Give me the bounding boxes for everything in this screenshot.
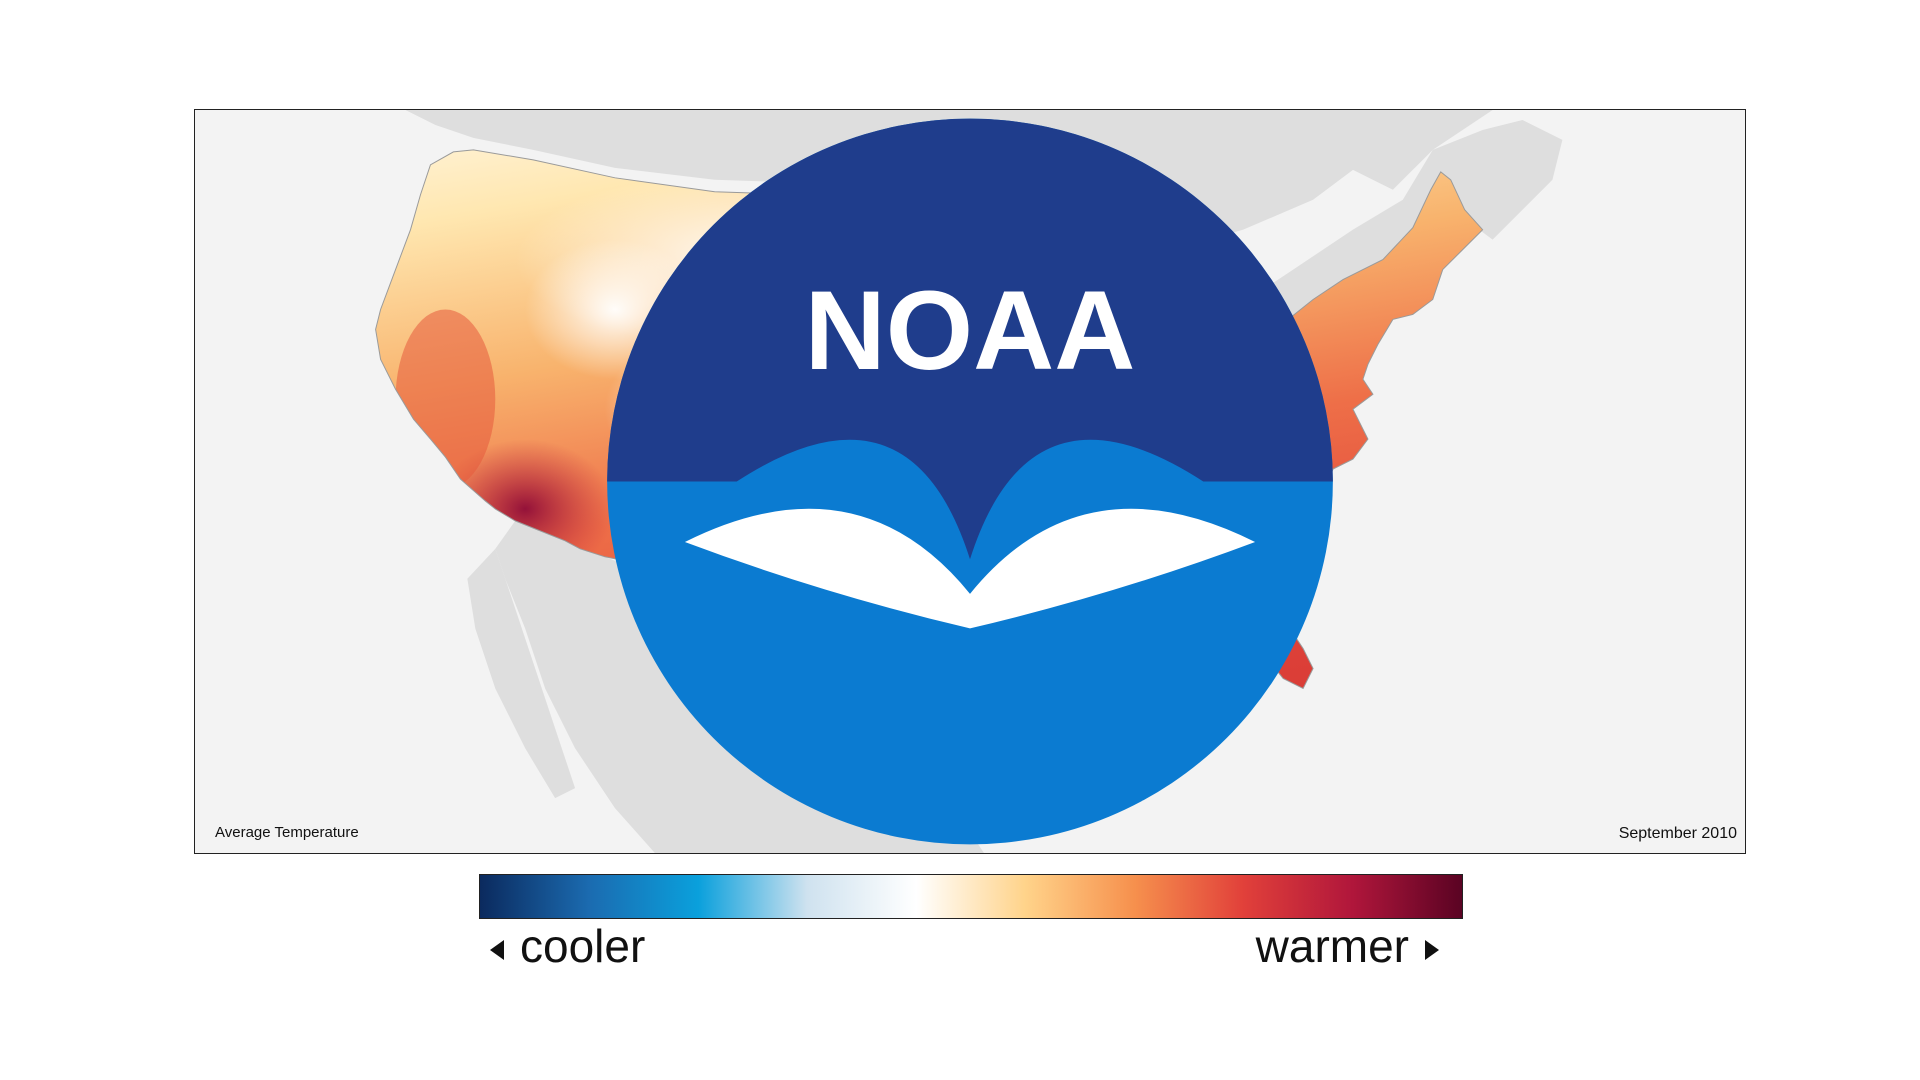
arrow-right-icon: [1425, 939, 1439, 960]
noaa-logo-icon: NOAA: [607, 118, 1333, 845]
baja-land: [467, 548, 576, 799]
arrow-left-icon: [490, 939, 504, 960]
cooler-label: cooler: [490, 918, 645, 974]
warmer-label: warmer: [1256, 918, 1439, 974]
map-date: September 2010: [1618, 825, 1737, 842]
cooler-text: cooler: [520, 920, 646, 972]
map-title: Average Temperature: [215, 824, 359, 841]
canada-east-land: [1233, 119, 1563, 338]
noaa-logo-text: NOAA: [805, 267, 1136, 393]
warmer-text: warmer: [1255, 920, 1409, 972]
map-frame: Average Temperature September 2010 NOAA: [194, 109, 1746, 854]
temperature-colorbar: [479, 874, 1463, 919]
